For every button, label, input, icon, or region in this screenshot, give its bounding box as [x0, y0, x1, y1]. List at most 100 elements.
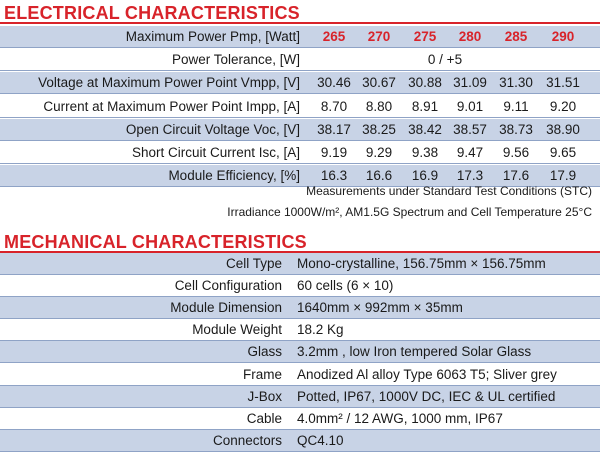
value-cell: 265 — [322, 29, 346, 44]
value-cell: 275 — [413, 29, 437, 44]
row-divider — [0, 384, 600, 386]
row-label: Maximum Power Pmp, [Watt] — [125, 29, 300, 44]
row-divider — [0, 318, 600, 320]
value-cell: 30.88 — [408, 75, 442, 91]
row-label: Frame — [242, 366, 282, 382]
row-divider — [0, 139, 600, 141]
value-cell: 38.17 — [317, 121, 351, 137]
row-value: 3.2mm , low Iron tempered Solar Glass — [297, 344, 532, 360]
row-divider — [0, 47, 600, 48]
span-value: 0 / +5 — [427, 52, 463, 68]
mechanical-row: Module Dimension 1640mm × 992mm × 35mm — [0, 297, 600, 320]
row-divider — [0, 70, 600, 72]
value-cell: 290 — [551, 29, 575, 44]
row-divider — [0, 116, 600, 118]
row-divider — [0, 428, 600, 430]
electrical-row: Module Efficiency, [%] 16.3 16.6 16.9 17.3 17… — [0, 165, 600, 188]
value-cell: 9.38 — [411, 145, 439, 160]
row-divider — [0, 274, 600, 275]
row-label: J-Box — [247, 388, 282, 404]
row-label: Current at Maximum Power Point Impp, [A] — [43, 98, 300, 114]
value-cell: 270 — [367, 29, 391, 44]
electrical-row: Current at Maximum Power Point Impp, [A]… — [0, 95, 600, 118]
value-cell: 38.73 — [499, 121, 533, 137]
mechanical-section-title: MECHANICAL CHARACTERISTICS — [0, 229, 600, 253]
row-value: 1640mm × 992mm × 35mm — [297, 300, 463, 316]
value-cell: 17.9 — [549, 168, 577, 184]
row-label: Voltage at Maximum Power Point Vmpp, [V] — [38, 75, 300, 91]
mechanical-row: Cable 4.0mm² / 12 AWG, 1000 mm, IP67 — [0, 407, 600, 430]
row-label: Connectors — [212, 432, 282, 448]
row-divider — [0, 406, 600, 408]
row-divider — [0, 296, 600, 298]
mechanical-row: Cell Type Mono-crystalline, 156.75mm × 15… — [0, 253, 600, 275]
row-label: Module Efficiency, [%] — [168, 168, 300, 184]
mechanical-row: J-Box Potted, IP67, 1000V DC, IEC & UL ce… — [0, 385, 600, 408]
value-cell: 38.57 — [453, 121, 487, 137]
electrical-section-title: ELECTRICAL CHARACTERISTICS — [0, 0, 600, 24]
electrical-row: Voltage at Maximum Power Point Vmpp, [V]… — [0, 72, 600, 95]
row-label: Cable — [246, 410, 282, 426]
mechanical-row: Module Weight 18.2 Kg — [0, 319, 600, 342]
value-cell: 9.56 — [502, 145, 530, 160]
value-cell: 38.90 — [546, 121, 580, 137]
row-divider — [0, 186, 600, 188]
mechanical-row: Frame Anodized Al alloy Type 6063 T5; Sli… — [0, 363, 600, 386]
row-label: Power Tolerance, [W] — [171, 52, 300, 68]
stc-note: Measurements under Standard Test Conditi… — [306, 184, 592, 198]
value-cell: 9.01 — [456, 98, 484, 114]
row-label: Cell Configuration — [174, 278, 282, 294]
value-cell: 30.67 — [362, 75, 396, 91]
row-label: Glass — [247, 344, 282, 360]
row-label: Open Circuit Voltage Voc, [V] — [125, 121, 300, 137]
value-cell: 8.70 — [320, 98, 348, 114]
value-cell: 9.20 — [549, 98, 577, 114]
mechanical-title-text: MECHANICAL CHARACTERISTICS — [4, 232, 307, 252]
value-cell: 8.80 — [365, 98, 393, 114]
value-cell: 285 — [504, 29, 528, 44]
value-cell: 30.46 — [317, 75, 351, 91]
value-cell: 31.30 — [499, 75, 533, 91]
value-cell: 9.19 — [320, 145, 348, 160]
mechanical-row: Connectors QC4.10 — [0, 429, 600, 452]
value-cell: 8.91 — [411, 98, 439, 114]
value-cell: 16.9 — [411, 168, 439, 184]
value-cell: 38.25 — [362, 121, 396, 137]
title-rule — [0, 251, 600, 253]
value-cell: 280 — [458, 29, 482, 44]
row-value: 60 cells (6 × 10) — [297, 278, 394, 294]
electrical-row: Maximum Power Pmp, [Watt] 265 270 275 280 285… — [0, 26, 600, 48]
electrical-row: Power Tolerance, [W] 0 / +5 — [0, 49, 600, 72]
row-label: Module Dimension — [170, 300, 282, 316]
title-rule — [0, 22, 600, 24]
row-value: Anodized Al alloy Type 6063 T5; Sliver g… — [297, 366, 557, 382]
row-value: 18.2 Kg — [297, 322, 344, 338]
value-cell: 9.65 — [549, 145, 577, 160]
row-divider — [0, 93, 600, 95]
row-label: Module Weight — [192, 322, 282, 338]
value-cell: 17.6 — [502, 168, 530, 184]
value-cell: 9.11 — [503, 98, 529, 114]
electrical-row: Short Circuit Current Isc, [A] 9.19 9.29 9.… — [0, 142, 600, 164]
electrical-row: Open Circuit Voltage Voc, [V] 38.17 38.25 3… — [0, 118, 600, 141]
row-divider — [0, 362, 600, 364]
value-cell: 38.42 — [408, 121, 442, 137]
mechanical-row: Glass 3.2mm , low Iron tempered Solar Gla… — [0, 341, 600, 364]
row-value: Mono-crystalline, 156.75mm × 156.75mm — [297, 256, 546, 271]
value-cell: 31.51 — [546, 75, 580, 91]
row-divider — [0, 450, 600, 452]
value-cell: 9.47 — [456, 145, 484, 160]
irradiance-note: Irradiance 1000W/m², AM1.5G Spectrum and… — [227, 205, 592, 219]
mechanical-row: Cell Configuration 60 cells (6 × 10) — [0, 275, 600, 298]
row-value: QC4.10 — [297, 432, 344, 448]
row-divider — [0, 340, 600, 342]
row-divider — [0, 163, 600, 164]
value-cell: 16.3 — [320, 168, 348, 184]
value-cell: 31.09 — [453, 75, 487, 91]
row-value: Potted, IP67, 1000V DC, IEC & UL certifi… — [297, 388, 556, 404]
value-cell: 16.6 — [365, 168, 393, 184]
value-cell: 17.3 — [456, 168, 484, 184]
row-value: 4.0mm² / 12 AWG, 1000 mm, IP67 — [297, 410, 503, 426]
row-label: Cell Type — [225, 256, 282, 271]
electrical-title-text: ELECTRICAL CHARACTERISTICS — [4, 3, 300, 23]
